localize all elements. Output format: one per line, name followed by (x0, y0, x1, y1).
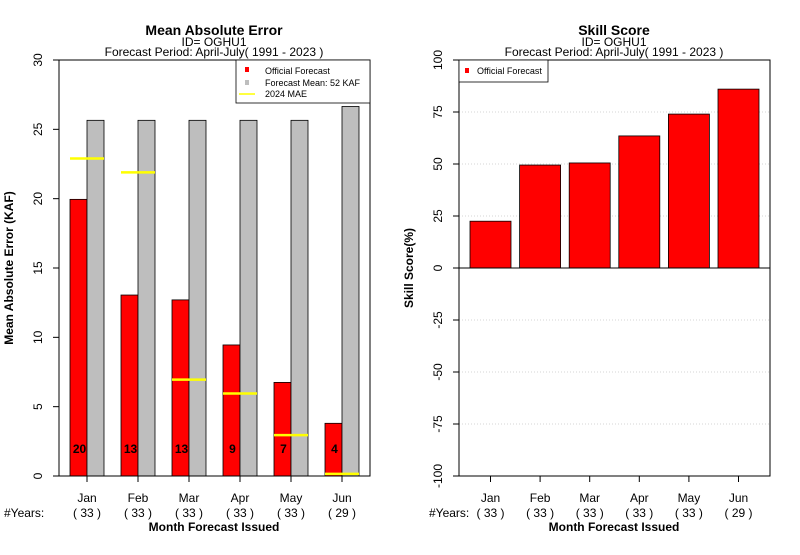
skill-score-bar (668, 113, 710, 269)
skill-score-bar (519, 164, 561, 269)
mae-bar-value-label: 13 (124, 442, 138, 456)
forecast-mean-bar (188, 119, 207, 477)
mae-y-axis: 0 5 10 15 20 25 30 (31, 53, 59, 479)
mae-years-count: ( 33 ) (124, 506, 152, 520)
skill-y-tick-label: 25 (431, 209, 445, 223)
mae-legend-official-label: Official Forecast (265, 66, 330, 76)
skill-years-count: ( 33 ) (526, 506, 554, 520)
mae-legend-mean-label: Forecast Mean: 52 KAF (265, 78, 361, 88)
official-forecast-bar (222, 344, 241, 477)
skill-y-tick-label: 50 (431, 157, 445, 171)
mae-y-tick-label: 20 (31, 192, 45, 206)
skill-y-tick-label: 75 (431, 105, 445, 119)
forecast-mean-bar (86, 119, 105, 477)
mae-y-axis-label: Mean Absolute Error (KAF) (2, 191, 16, 345)
mae-bar-labels: 20 13 13 9 7 4 (73, 442, 338, 456)
mae-bar-value-label: 20 (73, 442, 87, 456)
mae-y-tick-label: 5 (31, 403, 45, 410)
skill-x-tick-label: Feb (530, 491, 551, 505)
skill-x-tick-label: Apr (630, 491, 649, 505)
mae-years-count: ( 33 ) (226, 506, 254, 520)
skill-y-axis: -100 -75 -50 -25 0 25 50 75 100 (431, 50, 459, 488)
mae-bar-value-label: 13 (175, 442, 189, 456)
mae-x-tick-label: Apr (231, 491, 250, 505)
skill-x-tick-label: May (678, 491, 701, 505)
skill-score-bar (618, 135, 661, 269)
skill-x-tick-label: Jun (729, 491, 748, 505)
skill-y-tick-label: -75 (431, 415, 445, 433)
mae-bar-value-label: 4 (331, 442, 338, 456)
mae-x-axis: Jan( 33 )Feb( 33 )Mar( 33 )Apr( 33 )May(… (73, 476, 356, 520)
skill-years-count: ( 33 ) (576, 506, 604, 520)
legend-swatch-mean (245, 80, 249, 85)
skill-subtitle-period: Forecast Period: April-July( 1991 - 2023… (505, 45, 724, 59)
skill-y-tick-label: 0 (431, 264, 445, 271)
mae-panel: Mean Absolute Error ID= OGHU1 Forecast P… (2, 22, 371, 534)
mae-x-axis-label: Month Forecast Issued (149, 520, 280, 534)
mae-bar-value-label: 9 (229, 442, 236, 456)
mae-legend-box (235, 59, 371, 104)
skill-legend-official-label: Official Forecast (477, 66, 542, 76)
skill-years-count: ( 33 ) (476, 506, 504, 520)
mae-years-count: ( 33 ) (73, 506, 101, 520)
skill-score-bar (469, 220, 512, 269)
skill-y-tick-label: -50 (431, 363, 445, 381)
skill-years-count: ( 33 ) (625, 506, 653, 520)
mae-y-tick-label: 0 (31, 472, 45, 479)
mae-years-count: ( 29 ) (328, 506, 356, 520)
skill-y-tick-label: -25 (431, 311, 445, 329)
legend-swatch-official (245, 67, 249, 72)
forecast-mean-bar (341, 106, 360, 477)
mae-years-count: ( 33 ) (277, 506, 305, 520)
skill-legend-box (458, 59, 549, 83)
mae-y-tick-label: 15 (31, 261, 45, 275)
mae-bar-value-label: 7 (280, 442, 287, 456)
skill-y-tick-label: -100 (431, 464, 445, 488)
skill-plot-frame (458, 59, 771, 477)
skill-y-tick-label: 100 (431, 50, 445, 70)
mae-years-count: ( 33 ) (175, 506, 203, 520)
skill-legend: Official Forecast (458, 59, 549, 83)
skill-title: Skill Score (578, 22, 650, 38)
mae-legend-mae-label: 2024 MAE (265, 89, 307, 99)
mae-x-tick-label: Jun (332, 491, 351, 505)
skill-panel: Skill Score ID= OGHU1 Forecast Period: A… (402, 22, 771, 534)
skill-score-bar (568, 162, 611, 269)
skill-score-bar (717, 88, 760, 269)
skill-years-label: #Years: (429, 506, 469, 520)
official-forecast-bar (273, 381, 292, 477)
mae-plot-frame (58, 59, 371, 477)
forecast-mean-bar (239, 119, 258, 477)
mae-y-tick-label: 30 (31, 53, 45, 67)
skill-x-axis-label: Month Forecast Issued (549, 520, 680, 534)
forecast-mean-bar (137, 119, 156, 477)
legend-swatch-official (465, 68, 469, 73)
mae-subtitle-id: ID= OGHU1 (181, 35, 246, 49)
mae-title: Mean Absolute Error (145, 22, 283, 38)
mae-x-tick-label: Feb (128, 491, 149, 505)
mae-subtitle-period: Forecast Period: April-July( 1991 - 2023… (105, 45, 324, 59)
official-forecast-bar (69, 198, 88, 477)
mae-x-tick-label: May (280, 491, 303, 505)
skill-y-axis-label: Skill Score(%) (402, 228, 416, 308)
mae-x-tick-label: Mar (179, 491, 200, 505)
mae-legend: Official Forecast Forecast Mean: 52 KAF … (235, 59, 371, 104)
skill-gridlines (459, 111, 770, 425)
skill-x-tick-label: Jan (481, 491, 500, 505)
mae-x-tick-label: Jan (77, 491, 96, 505)
mae-years-label: #Years: (4, 506, 44, 520)
skill-subtitle-id: ID= OGHU1 (581, 35, 646, 49)
forecast-mean-bar (290, 119, 309, 477)
mae-y-tick-label: 10 (31, 330, 45, 344)
skill-years-count: ( 29 ) (724, 506, 752, 520)
skill-bars (469, 88, 760, 269)
mae-y-tick-label: 25 (31, 122, 45, 136)
skill-years-count: ( 33 ) (675, 506, 703, 520)
mae-bars (69, 106, 360, 477)
mae-2024-lines (70, 157, 359, 476)
skill-x-axis: Jan( 33 )Feb( 33 )Mar( 33 )Apr( 33 )May(… (476, 476, 753, 520)
skill-x-tick-label: Mar (579, 491, 600, 505)
